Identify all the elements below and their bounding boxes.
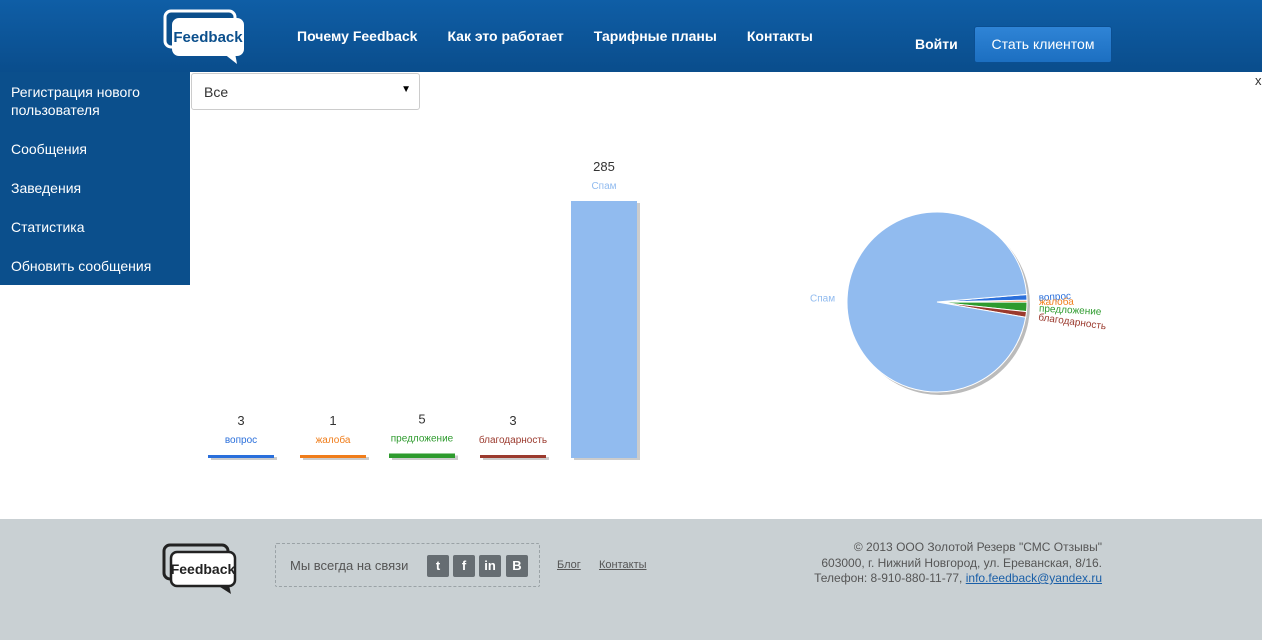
sidebar-item-venues[interactable]: Заведения [11,180,82,196]
bar-shadow-cat-1 [303,457,369,460]
pie-slice-label: Спам [810,294,835,305]
linkedin-icon[interactable]: in [479,555,501,577]
footer-tagline: Мы всегда на связи [290,558,409,573]
bar-category-label: вопрос [225,435,257,446]
facebook-icon[interactable]: f [453,555,475,577]
footer-company-info: © 2013 ООО Золотой Резерв "СМС Отзывы" 6… [814,540,1102,587]
footer-email-link[interactable]: info.feedback@yandex.ru [965,571,1102,585]
footer-link-blog[interactable]: Блог [557,559,581,571]
footer-copyright: © 2013 ООО Золотой Резерв "СМС Отзывы" [853,540,1102,554]
bar-category-label: жалоба [316,434,351,446]
bar-cat-2[interactable] [389,453,455,458]
site-header: Feedback Почему Feedback Как это работае… [0,0,1262,72]
nav-why-feedback[interactable]: Почему Feedback [297,28,418,44]
close-icon[interactable]: x [1255,73,1262,88]
bar-cat-0[interactable] [208,455,274,458]
footer-logo[interactable]: Feedback [162,543,238,595]
dropdown-arrow-icon: ▼ [401,84,411,95]
filter-selected-value: Все [204,84,229,100]
bar-category-label: Спам [591,181,616,192]
footer-logo-text: Feedback [171,561,236,577]
pie-slice-label: предложение [1039,304,1102,318]
become-client-button[interactable]: Стать клиентом [974,26,1112,63]
contact-bubble [275,543,540,587]
bar-category-label: предложение [391,433,454,444]
bar-value-label: 1 [329,413,336,428]
category-filter-select[interactable]: Все ▼ [191,73,420,110]
footer-address: 603000, г. Нижний Новгород, ул. Ереванск… [821,555,1102,570]
bar-cat-1[interactable] [300,455,366,458]
pie-slice-label: жалоба [1039,296,1074,308]
main-nav: Почему Feedback Как это работает Тарифны… [297,0,843,72]
bar-value-label: 5 [418,411,425,426]
footer-link-contacts[interactable]: Контакты [599,559,647,571]
bar-value-label: 285 [593,159,615,174]
sidebar-item-refresh-messages[interactable]: Обновить сообщения [11,258,152,274]
sidebar-item-register-user[interactable]: Регистрация нового пользователя [11,84,140,118]
bar-value-label: 3 [509,413,516,428]
footer-phone: Телефон: 8-910-880-11-77, [814,571,963,585]
logo-text: Feedback [173,29,243,46]
nav-how-it-works[interactable]: Как это работает [447,28,564,44]
bar-chart: вопрос 3 жалоба 1 предложение 5 благодарность 3… [208,159,640,460]
login-link[interactable]: Войти [915,36,958,52]
bar-shadow-cat-0 [211,457,277,460]
sidebar-item-messages[interactable]: Сообщения [11,141,87,157]
nav-contacts[interactable]: Контакты [746,28,813,44]
bar-cat-3[interactable] [480,455,546,458]
bar-spam[interactable] [571,201,637,458]
pie-slice-spam[interactable] [846,211,1028,393]
pie-slice-label: вопрос [1038,291,1071,304]
twitter-icon[interactable]: t [427,555,449,577]
sidebar-menu: Регистрация нового пользователя Сообщени… [0,72,190,285]
feedback-logo[interactable]: Feedback [163,9,245,65]
bar-category-label: благодарность [479,434,547,446]
vk-icon[interactable]: B [506,555,528,577]
bar-value-label: 3 [237,413,244,428]
nav-pricing[interactable]: Тарифные планы [593,28,717,44]
sidebar-item-statistics[interactable]: Статистика [11,219,85,235]
bar-shadow-cat-3 [483,457,549,460]
